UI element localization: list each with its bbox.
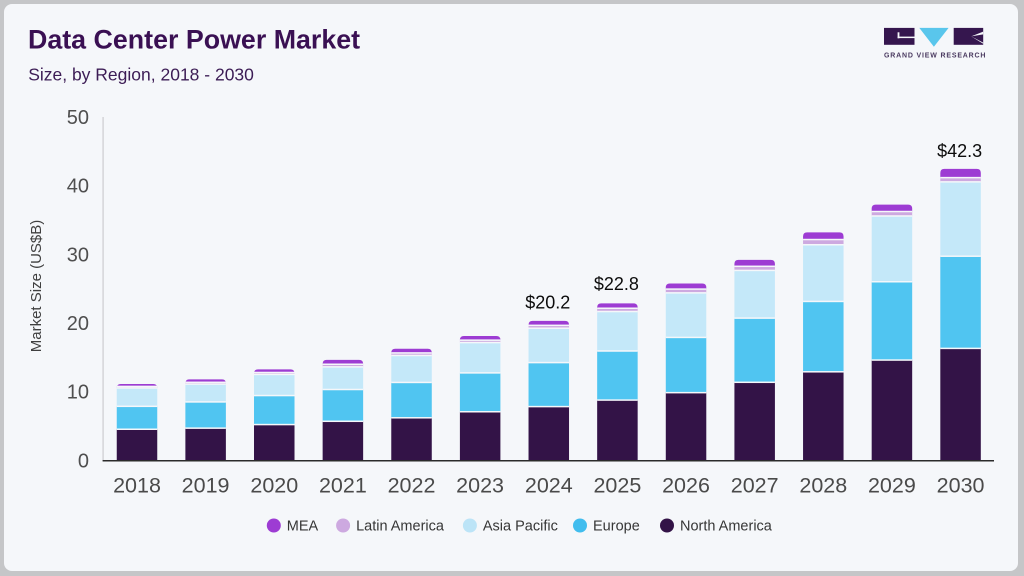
svg-text:2025: 2025 bbox=[593, 474, 641, 498]
svg-text:$20.2: $20.2 bbox=[525, 293, 570, 313]
svg-text:2030: 2030 bbox=[937, 474, 985, 498]
svg-text:$22.8: $22.8 bbox=[594, 274, 639, 294]
svg-text:2020: 2020 bbox=[250, 474, 298, 498]
svg-text:2024: 2024 bbox=[525, 474, 573, 498]
svg-text:2019: 2019 bbox=[182, 474, 230, 498]
svg-text:2018: 2018 bbox=[113, 474, 161, 498]
svg-text:40: 40 bbox=[67, 176, 89, 198]
svg-text:2026: 2026 bbox=[662, 474, 710, 498]
svg-text:2022: 2022 bbox=[388, 474, 436, 498]
svg-text:2021: 2021 bbox=[319, 474, 367, 498]
svg-text:$42.3: $42.3 bbox=[937, 141, 982, 161]
svg-text:Europe: Europe bbox=[593, 519, 640, 535]
svg-text:Market Size (US$B): Market Size (US$B) bbox=[28, 220, 45, 353]
svg-text:50: 50 bbox=[67, 107, 89, 129]
svg-text:2027: 2027 bbox=[731, 474, 779, 498]
svg-text:Data Center Power Market: Data Center Power Market bbox=[28, 24, 360, 54]
svg-text:10: 10 bbox=[67, 382, 89, 404]
svg-text:2028: 2028 bbox=[799, 474, 847, 498]
svg-text:2029: 2029 bbox=[868, 474, 916, 498]
svg-text:Asia Pacific: Asia Pacific bbox=[483, 519, 558, 535]
svg-text:MEA: MEA bbox=[287, 519, 319, 535]
svg-text:30: 30 bbox=[67, 244, 89, 266]
svg-text:GRAND VIEW RESEARCH: GRAND VIEW RESEARCH bbox=[884, 52, 986, 59]
svg-text:2023: 2023 bbox=[456, 474, 504, 498]
svg-text:North America: North America bbox=[680, 519, 773, 535]
svg-text:20: 20 bbox=[67, 313, 89, 335]
svg-text:Size, by Region, 2018 - 2030: Size, by Region, 2018 - 2030 bbox=[28, 65, 254, 85]
svg-text:Latin America: Latin America bbox=[356, 519, 445, 535]
svg-text:0: 0 bbox=[78, 450, 89, 472]
